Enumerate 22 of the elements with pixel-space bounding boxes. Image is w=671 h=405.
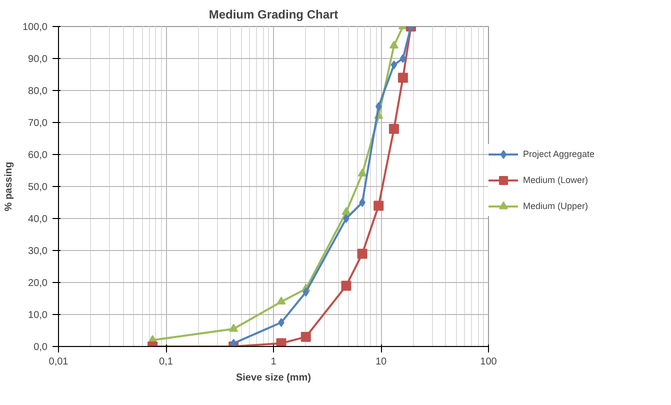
y-tick-label: 30,0 (28, 246, 48, 257)
y-tick-label: 40,0 (28, 214, 48, 225)
y-tick-label: 90,0 (28, 54, 48, 65)
x-tick-label: 0,1 (159, 356, 174, 368)
y-axis-title: % passing (3, 162, 14, 212)
legend-label: Medium (Lower) (523, 175, 588, 185)
y-tick-label: 100,0 (22, 22, 48, 33)
x-tick-label: 0,01 (48, 356, 69, 368)
y-tick-label: 60,0 (28, 150, 48, 161)
y-tick-label: 20,0 (28, 278, 48, 289)
legend-label: Project Aggregate (523, 149, 595, 159)
x-tick-label: 1 (270, 356, 277, 368)
x-tick-label: 10 (375, 356, 387, 368)
x-axis-title: Sieve size (mm) (236, 372, 312, 384)
y-tick-label: 10,0 (28, 310, 48, 321)
y-tick-label: 0,0 (34, 342, 48, 353)
x-tick-label: 100 (480, 356, 498, 368)
legend-label: Medium (Upper) (523, 201, 588, 211)
y-tick-label: 80,0 (28, 86, 48, 97)
y-tick-label: 70,0 (28, 118, 48, 129)
chart-title: Medium Grading Chart (208, 8, 338, 22)
y-tick-label: 50,0 (28, 182, 48, 193)
